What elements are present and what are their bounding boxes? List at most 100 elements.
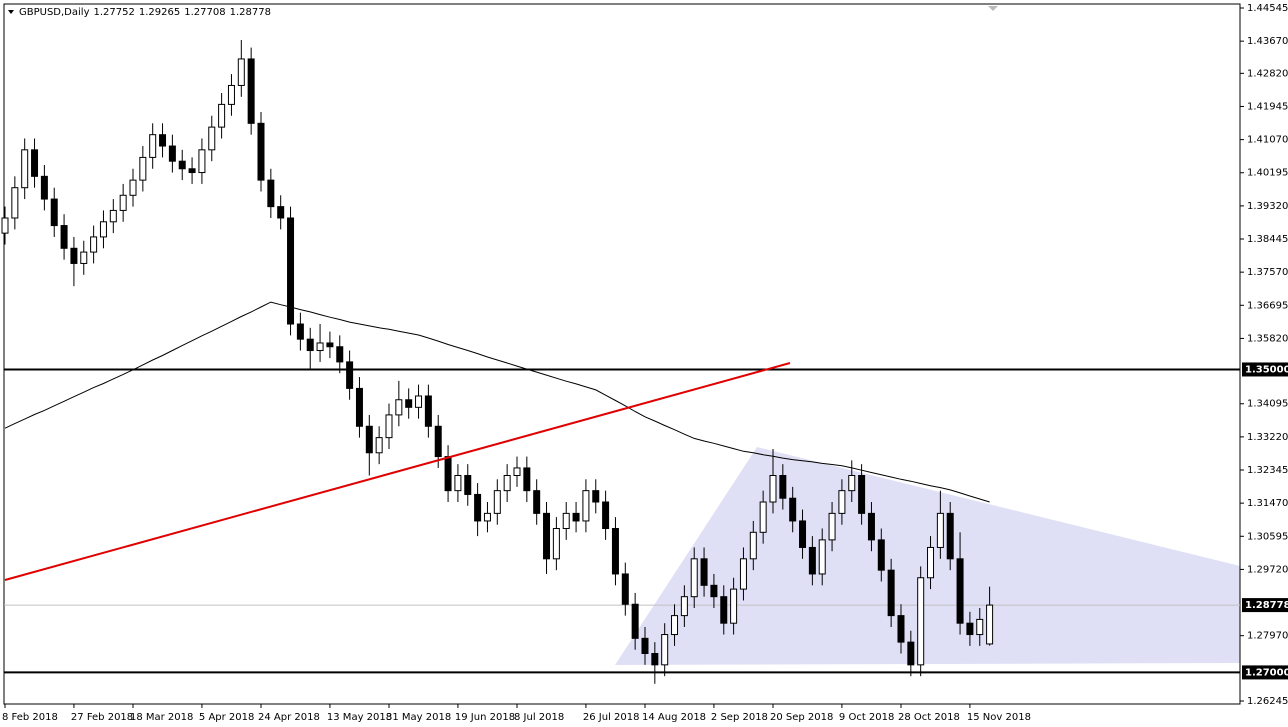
candle-body xyxy=(611,528,619,575)
candle-body xyxy=(336,346,344,363)
candle-body xyxy=(109,209,117,223)
moving-average xyxy=(4,301,990,503)
candle-body xyxy=(749,531,757,560)
collapse-icon xyxy=(8,10,14,14)
candle-body xyxy=(21,149,29,189)
candle-body xyxy=(720,596,728,624)
candle-body xyxy=(907,641,915,666)
x-tick-label: 2 Sep 2018 xyxy=(711,712,768,723)
y-tick-label: 1.26245 xyxy=(1247,696,1288,707)
x-tick-label: 28 Oct 2018 xyxy=(898,712,960,723)
candle-body xyxy=(70,247,78,264)
candle-body xyxy=(267,179,275,208)
plot-layer xyxy=(1,40,1240,684)
candle-body xyxy=(730,588,738,624)
x-tick-label: 20 Sep 2018 xyxy=(770,712,833,723)
x-tick-label: 8 Feb 2018 xyxy=(2,712,58,723)
y-tick-label: 1.27970 xyxy=(1247,631,1288,642)
y-tick-label: 1.31470 xyxy=(1247,498,1288,509)
candle-body xyxy=(139,156,147,181)
level-label: 1.35000 xyxy=(1245,364,1288,375)
y-tick-label: 1.44545 xyxy=(1247,3,1288,14)
candle-body xyxy=(779,475,787,499)
y-tick-label: 1.37570 xyxy=(1247,267,1288,278)
candle-body xyxy=(769,475,777,503)
y-tick-label: 1.29720 xyxy=(1247,564,1288,575)
candle-body xyxy=(208,126,216,151)
candle-body xyxy=(405,399,413,408)
candle-body xyxy=(956,558,964,624)
candle-body xyxy=(887,569,895,617)
y-tick-label: 1.41070 xyxy=(1247,135,1288,146)
candle-body xyxy=(808,546,816,575)
y-tick-label: 1.33220 xyxy=(1247,432,1288,443)
x-tick-label: 9 Oct 2018 xyxy=(839,712,894,723)
level-label: 1.27000 xyxy=(1245,667,1288,678)
candle-body xyxy=(680,596,688,617)
candle-body xyxy=(552,528,560,560)
candle-body xyxy=(454,475,462,492)
candle-body xyxy=(523,467,531,492)
y-tick-label: 1.39320 xyxy=(1247,201,1288,212)
x-tick-label: 24 Apr 2018 xyxy=(258,712,320,723)
y-tick-label: 1.30595 xyxy=(1247,531,1288,542)
price-label-box xyxy=(1242,598,1288,613)
candle-body xyxy=(799,520,807,548)
candle-body xyxy=(739,558,747,590)
candle-body xyxy=(149,134,157,158)
candle-body xyxy=(602,501,610,530)
candle-body xyxy=(178,160,186,170)
candle-body xyxy=(119,194,127,211)
candle-body xyxy=(188,168,196,174)
candle-body xyxy=(287,217,295,325)
candle-body xyxy=(296,323,304,340)
candle-body xyxy=(710,584,718,598)
candle-body xyxy=(631,603,639,639)
candle-body xyxy=(31,149,39,177)
candle-body xyxy=(483,512,491,522)
y-tick-label: 1.34095 xyxy=(1247,399,1288,410)
candle-body xyxy=(493,490,501,514)
price-label: 1.28778 xyxy=(1245,600,1288,611)
y-tick-label: 1.32345 xyxy=(1247,465,1288,476)
candle-body xyxy=(877,539,885,571)
header-low: 1.27708 xyxy=(184,7,225,18)
candle-body xyxy=(218,103,226,128)
y-tick-label: 1.36695 xyxy=(1247,300,1288,311)
candle-body xyxy=(168,145,176,162)
chart-title: GBPUSD,Daily xyxy=(19,7,90,18)
candle-body xyxy=(159,134,167,147)
candle-body xyxy=(385,414,393,439)
candle-body xyxy=(976,618,984,636)
candle-body xyxy=(651,652,659,666)
candle-body xyxy=(247,58,255,124)
level-label-box xyxy=(1242,665,1288,680)
x-tick-label: 13 May 2018 xyxy=(327,712,392,723)
candle-body xyxy=(671,615,679,636)
candle-body xyxy=(237,58,245,86)
candle-body xyxy=(395,399,403,416)
candle-body xyxy=(592,490,600,503)
candle-body xyxy=(306,338,314,352)
x-tick-label: 26 Jul 2018 xyxy=(583,712,640,723)
candle-body xyxy=(543,512,551,560)
candle-body xyxy=(927,546,935,579)
x-tick-label: 18 Mar 2018 xyxy=(130,712,193,723)
candle-body xyxy=(828,512,836,541)
candle-body xyxy=(129,179,137,196)
candle-body xyxy=(474,493,482,522)
candle-body xyxy=(690,558,698,598)
y-tick-label: 1.40195 xyxy=(1247,168,1288,179)
candle-body xyxy=(277,206,285,219)
candle-body xyxy=(99,221,107,238)
candle-body xyxy=(848,475,856,492)
candle-body xyxy=(326,342,334,348)
trend-line xyxy=(4,362,791,581)
candle-body xyxy=(80,251,88,264)
candle-body xyxy=(572,512,580,522)
candle-body xyxy=(917,577,925,666)
candle-body xyxy=(434,425,442,458)
candle-body xyxy=(700,558,708,586)
